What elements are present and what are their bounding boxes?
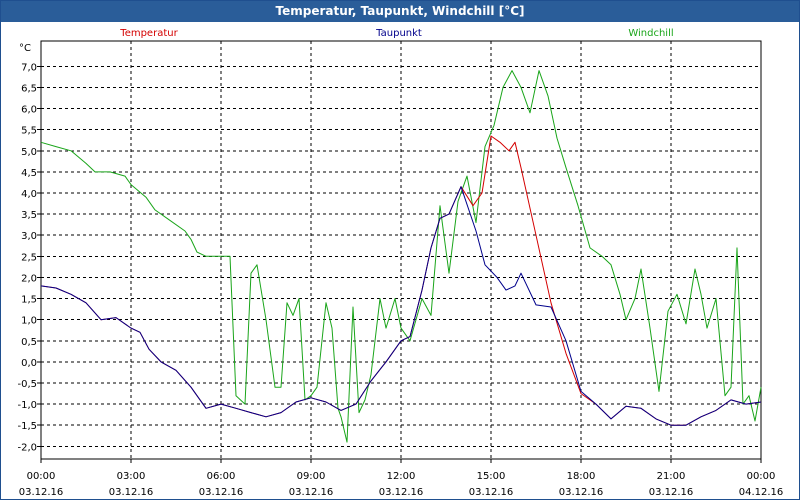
- x-tick-date-label: 03.12.16: [559, 487, 604, 498]
- x-tick-date-label: 04.12.16: [739, 487, 784, 498]
- window-title: Temperatur, Taupunkt, Windchill [°C]: [1, 1, 799, 22]
- y-tick-label: 2,5: [21, 252, 37, 263]
- x-tick-date-label: 03.12.16: [109, 487, 154, 498]
- y-tick-label: 6,0: [21, 105, 37, 116]
- x-tick-time-label: 18:00: [567, 471, 596, 482]
- x-tick-time-label: 15:00: [477, 471, 506, 482]
- x-tick-date-label: 03.12.16: [469, 487, 514, 498]
- series-line-windchill: [40, 70, 762, 443]
- y-tick-label: 3,0: [21, 231, 37, 242]
- x-tick-date-label: 03.12.16: [19, 487, 64, 498]
- x-tick-time-label: 21:00: [657, 471, 686, 482]
- tick-labels: 7,0 6,5 6,0 5,5 5,0 4,5 4,0 3,5 3,0 2,5 2,0 1,5 1,0 0…: [17, 43, 783, 498]
- y-tick-label: 5,5: [21, 126, 37, 137]
- y-tick-label: 5,0: [21, 147, 37, 158]
- y-axis-unit-label: °C: [19, 43, 31, 54]
- y-tick-label: -1,5: [17, 421, 37, 432]
- y-tick-label: -1,0: [17, 400, 37, 411]
- legend-entry-temperatur: Temperatur: [119, 28, 178, 39]
- legend: Temperatur Taupunkt Windchill: [119, 28, 673, 39]
- series-lines: [40, 70, 762, 443]
- legend-entry-windchill: Windchill: [628, 28, 673, 39]
- y-tick-label: 7,0: [21, 62, 37, 73]
- y-tick-label: 0,5: [21, 337, 37, 348]
- y-tick-label: 4,5: [21, 168, 37, 179]
- y-tick-label: 3,5: [21, 210, 37, 221]
- x-tick-time-label: 06:00: [207, 471, 236, 482]
- y-tick-label: 4,0: [21, 189, 37, 200]
- x-tick-time-label: 00:00: [747, 471, 776, 482]
- x-tick-date-label: 03.12.16: [289, 487, 334, 498]
- x-tick-date-label: 03.12.16: [199, 487, 244, 498]
- x-tick-date-label: 03.12.16: [379, 487, 424, 498]
- x-tick-date-label: 03.12.16: [649, 487, 694, 498]
- y-tick-label: 1,5: [21, 295, 37, 306]
- y-tick-label: -0,5: [17, 379, 37, 390]
- x-tick-time-label: 03:00: [117, 471, 146, 482]
- y-tick-label: -2,0: [17, 442, 37, 453]
- x-tick-time-label: 09:00: [297, 471, 326, 482]
- x-tick-time-label: 12:00: [387, 471, 416, 482]
- legend-entry-taupunkt: Taupunkt: [375, 28, 422, 39]
- y-tick-label: 6,5: [21, 83, 37, 94]
- y-tick-label: 0,0: [21, 358, 37, 369]
- y-tick-label: 2,0: [21, 273, 37, 284]
- x-tick-time-label: 00:00: [27, 471, 56, 482]
- y-tick-label: 1,0: [21, 316, 37, 327]
- series-line-taupunkt: [40, 186, 762, 426]
